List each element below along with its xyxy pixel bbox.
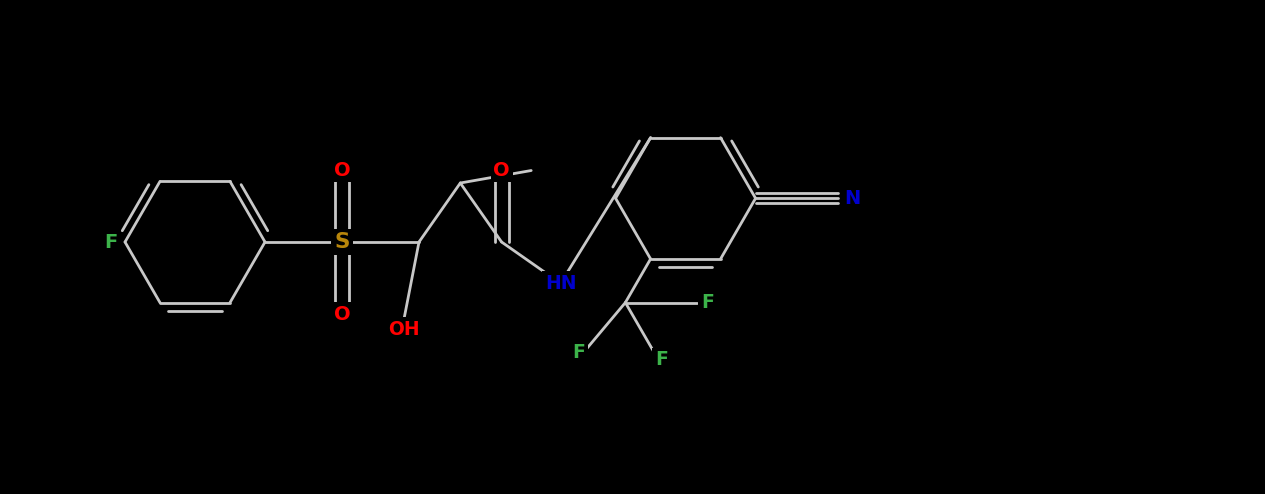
Text: O: O — [334, 304, 350, 324]
Text: HN: HN — [545, 274, 577, 293]
Text: F: F — [105, 233, 118, 251]
Text: O: O — [493, 161, 510, 179]
Text: N: N — [845, 189, 860, 208]
Text: F: F — [701, 293, 713, 312]
Text: F: F — [573, 343, 586, 362]
Text: OH: OH — [388, 320, 420, 338]
Text: S: S — [334, 232, 349, 252]
Text: F: F — [655, 350, 668, 370]
Text: O: O — [334, 161, 350, 179]
